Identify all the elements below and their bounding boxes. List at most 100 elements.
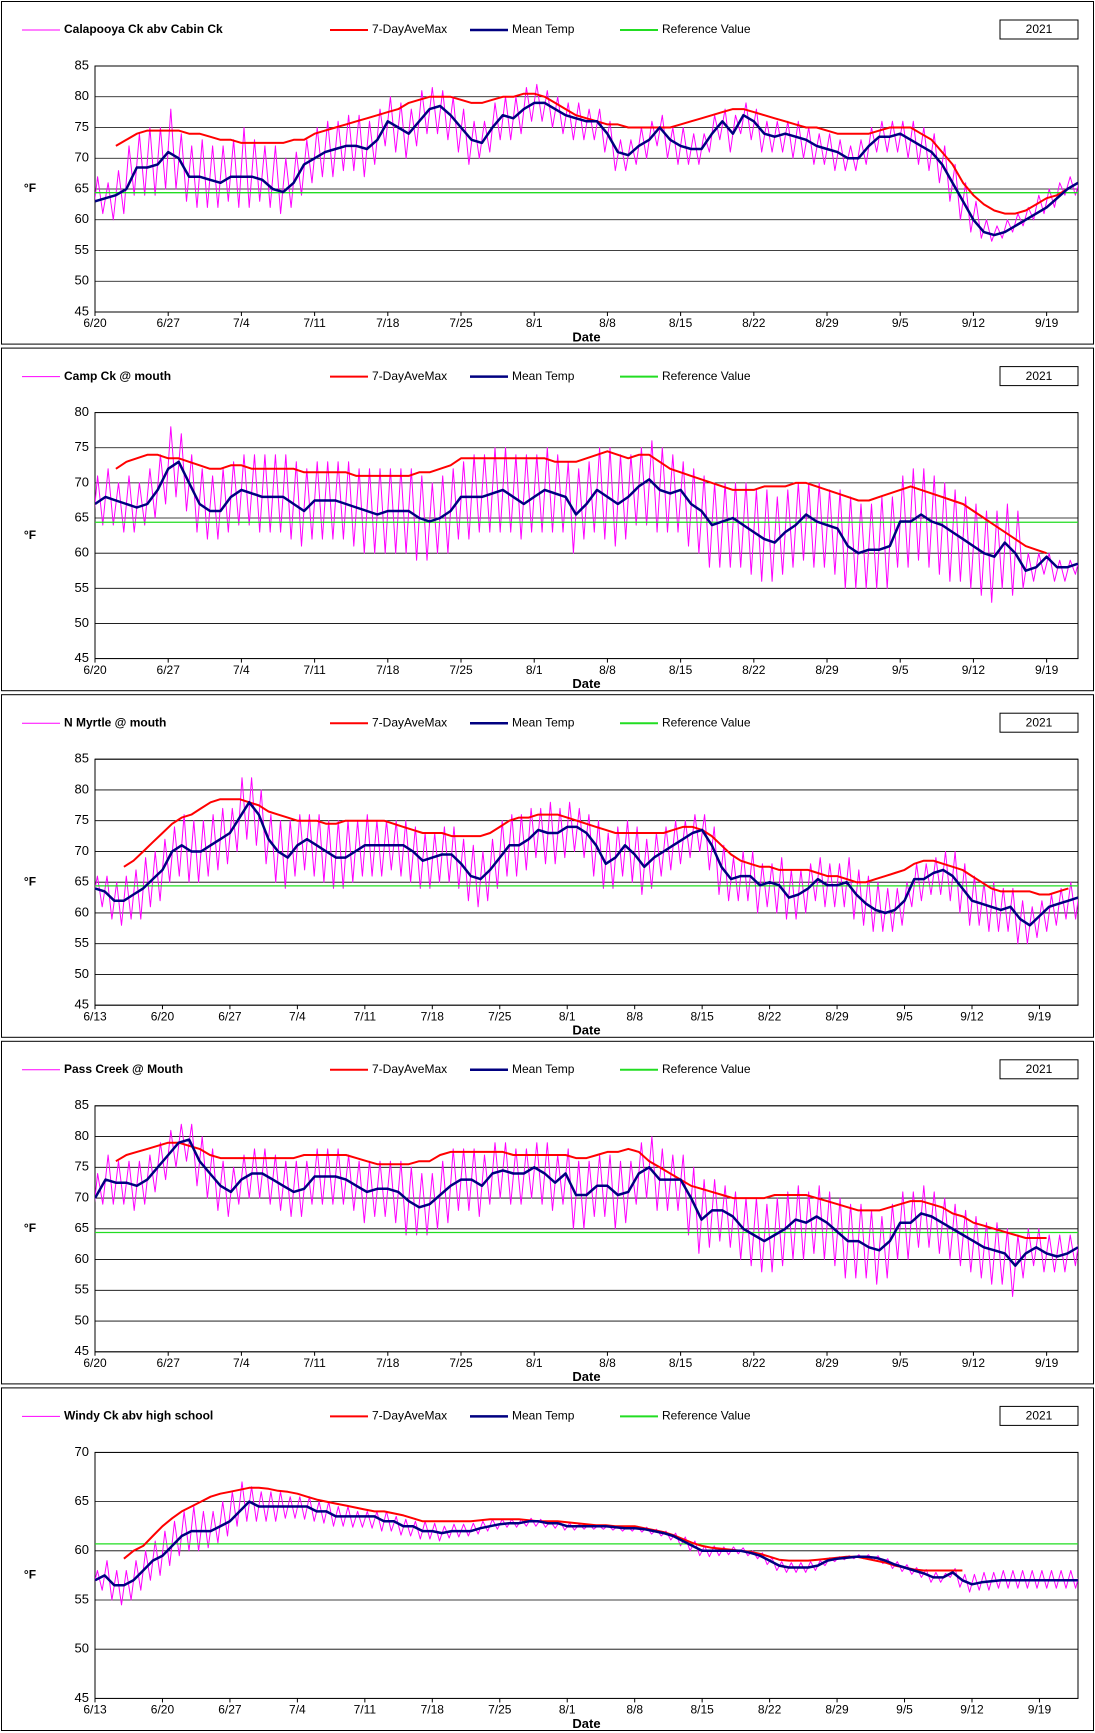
x-tick-label: 8/29 xyxy=(825,1009,849,1023)
y-tick-label: 70 xyxy=(75,843,89,858)
x-tick-label: 7/4 xyxy=(233,316,250,330)
y-tick-label: 70 xyxy=(75,474,89,489)
x-tick-label: 8/15 xyxy=(690,1009,714,1023)
legend-label: N Myrtle @ mouth xyxy=(64,715,166,729)
year-label: 2021 xyxy=(1026,1062,1053,1076)
x-tick-label: 8/15 xyxy=(669,663,693,677)
y-tick-label: 60 xyxy=(75,904,89,919)
x-axis-label: Date xyxy=(572,1716,600,1731)
y-tick-label: 80 xyxy=(75,88,89,103)
mean-temp-line xyxy=(95,1500,1078,1587)
y-tick-label: 45 xyxy=(75,1690,89,1705)
chart-panel: Camp Ck @ mouth 7-DayAveMax Mean Temp Refer… xyxy=(1,347,1094,692)
x-tick-label: 8/29 xyxy=(815,1356,839,1370)
x-tick-label: 9/12 xyxy=(960,1009,984,1023)
x-tick-label: 8/29 xyxy=(825,1703,849,1717)
year-box xyxy=(999,366,1079,387)
plot-marks xyxy=(95,1481,1078,1606)
y-tick-label: 50 xyxy=(75,1312,89,1327)
x-axis-label: Date xyxy=(572,1023,600,1038)
x-tick-label: 7/18 xyxy=(376,316,400,330)
plot-marks xyxy=(95,777,1078,945)
x-tick-label: 9/19 xyxy=(1028,1703,1052,1717)
y-tick-label: 60 xyxy=(75,1251,89,1266)
seven-day-max-line xyxy=(123,798,1069,896)
year-box xyxy=(999,1059,1079,1080)
mean-temp-line xyxy=(95,101,1078,237)
x-tick-label: 7/4 xyxy=(233,663,250,677)
legend-label: Mean Temp xyxy=(512,22,575,36)
x-tick-label: 7/25 xyxy=(449,316,473,330)
raw-temp-line xyxy=(95,777,1078,945)
x-axis-label: Date xyxy=(572,329,600,344)
x-tick-label: 8/15 xyxy=(669,1356,693,1370)
y-tick-label: 75 xyxy=(75,812,89,827)
y-tick-label: 55 xyxy=(75,242,89,257)
legend-label: Mean Temp xyxy=(512,715,575,729)
x-tick-label: 7/4 xyxy=(233,1356,250,1370)
legend-label: Reference Value xyxy=(662,715,751,729)
x-tick-label: 9/5 xyxy=(896,1703,913,1717)
y-tick-label: 65 xyxy=(75,180,89,195)
x-tick-label: 7/25 xyxy=(488,1009,512,1023)
y-tick-label: 80 xyxy=(75,1128,89,1143)
x-tick-label: 6/13 xyxy=(83,1009,107,1023)
year-box xyxy=(999,712,1079,733)
x-tick-label: 7/4 xyxy=(289,1703,306,1717)
x-tick-label: 7/18 xyxy=(376,1356,400,1370)
x-tick-label: 6/20 xyxy=(151,1009,175,1023)
x-tick-label: 8/8 xyxy=(599,663,616,677)
x-tick-label: 9/19 xyxy=(1035,316,1059,330)
y-axis-label: °F xyxy=(24,874,36,888)
x-tick-label: 8/1 xyxy=(559,1009,576,1023)
y-tick-label: 75 xyxy=(75,439,89,454)
mean-temp-line xyxy=(95,801,1078,927)
legend-label: Windy Ck abv high school xyxy=(64,1409,213,1423)
y-axis-label: °F xyxy=(24,528,36,542)
x-tick-label: 9/19 xyxy=(1035,1356,1059,1370)
plot-marks xyxy=(95,1123,1078,1297)
y-tick-label: 70 xyxy=(75,1189,89,1204)
mean-temp-line xyxy=(95,1138,1078,1267)
y-tick-label: 50 xyxy=(75,615,89,630)
legend-label: Reference Value xyxy=(662,1062,751,1076)
y-tick-label: 70 xyxy=(75,1444,89,1459)
y-tick-label: 50 xyxy=(75,966,89,981)
year-label: 2021 xyxy=(1026,369,1053,383)
x-tick-label: 8/1 xyxy=(526,663,543,677)
x-tick-label: 9/19 xyxy=(1028,1009,1052,1023)
x-tick-label: 8/29 xyxy=(815,663,839,677)
seven-day-max-line xyxy=(115,450,1047,555)
seven-day-max-line xyxy=(115,92,1069,215)
x-axis-label: Date xyxy=(572,676,600,691)
x-tick-label: 8/8 xyxy=(626,1703,643,1717)
x-tick-label: 6/20 xyxy=(151,1703,175,1717)
x-tick-label: 7/11 xyxy=(354,1009,377,1023)
x-tick-label: 7/11 xyxy=(303,663,326,677)
x-tick-label: 6/20 xyxy=(83,1356,107,1370)
y-tick-label: 55 xyxy=(75,1282,89,1297)
year-label: 2021 xyxy=(1026,1409,1053,1423)
y-tick-label: 85 xyxy=(75,57,89,72)
chart-panel: N Myrtle @ mouth 7-DayAveMax Mean Temp Refe… xyxy=(1,694,1094,1038)
legend-label: 7-DayAveMax xyxy=(372,369,447,383)
x-tick-label: 6/27 xyxy=(218,1009,242,1023)
x-tick-label: 7/18 xyxy=(421,1009,445,1023)
y-tick-label: 65 xyxy=(75,1220,89,1235)
plot-marks xyxy=(95,426,1078,603)
y-tick-label: 85 xyxy=(75,751,89,766)
chart-panel: Pass Creek @ Mouth 7-DayAveMax Mean Temp Re… xyxy=(1,1040,1094,1385)
x-tick-label: 9/5 xyxy=(892,663,909,677)
legend-label: 7-DayAveMax xyxy=(372,1409,447,1423)
y-axis-label: °F xyxy=(24,1568,36,1582)
y-tick-label: 65 xyxy=(75,509,89,524)
raw-temp-line xyxy=(95,426,1078,603)
legend-label: 7-DayAveMax xyxy=(372,22,447,36)
x-tick-label: 8/22 xyxy=(758,1009,782,1023)
y-tick-label: 65 xyxy=(75,874,89,889)
x-tick-label: 8/22 xyxy=(758,1703,782,1717)
x-tick-label: 8/8 xyxy=(599,316,616,330)
x-tick-label: 7/25 xyxy=(449,663,473,677)
x-tick-label: 9/12 xyxy=(962,663,986,677)
